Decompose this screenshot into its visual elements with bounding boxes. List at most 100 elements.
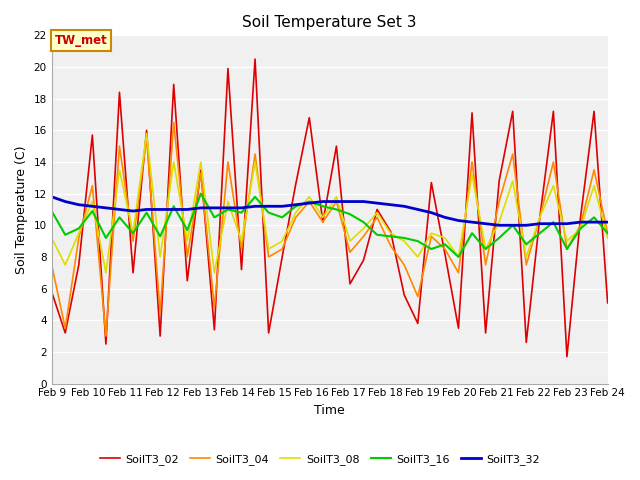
SoilT3_02: [197, 167, 205, 173]
SoilT3_02: [360, 257, 367, 263]
SoilT3_08: [536, 215, 543, 220]
X-axis label: Time: Time: [314, 404, 345, 417]
SoilT3_08: [522, 254, 530, 260]
SoilT3_08: [482, 246, 490, 252]
SoilT3_04: [536, 215, 543, 220]
SoilT3_08: [61, 262, 69, 268]
SoilT3_02: [550, 108, 557, 114]
SoilT3_08: [577, 226, 584, 231]
SoilT3_02: [387, 229, 394, 235]
SoilT3_04: [495, 199, 503, 204]
SoilT3_08: [428, 230, 435, 236]
SoilT3_32: [116, 206, 124, 212]
SoilT3_08: [319, 215, 326, 220]
SoilT3_16: [414, 238, 422, 244]
SoilT3_02: [88, 132, 96, 138]
SoilT3_02: [346, 281, 354, 287]
SoilT3_02: [319, 219, 326, 225]
SoilT3_04: [102, 333, 109, 339]
SoilT3_04: [156, 310, 164, 315]
SoilT3_04: [387, 243, 394, 249]
SoilT3_04: [401, 262, 408, 268]
SoilT3_08: [333, 194, 340, 200]
SoilT3_32: [536, 221, 543, 227]
SoilT3_16: [563, 246, 571, 252]
SoilT3_08: [604, 235, 611, 241]
SoilT3_16: [61, 232, 69, 238]
SoilT3_08: [116, 167, 124, 173]
SoilT3_16: [387, 233, 394, 239]
SoilT3_32: [414, 206, 422, 212]
SoilT3_04: [590, 167, 598, 173]
SoilT3_08: [414, 254, 422, 260]
SoilT3_32: [509, 222, 516, 228]
SoilT3_16: [346, 211, 354, 217]
SoilT3_08: [454, 254, 462, 260]
SoilT3_08: [305, 194, 313, 200]
SoilT3_32: [305, 200, 313, 206]
SoilT3_16: [577, 226, 584, 231]
SoilT3_32: [373, 200, 381, 206]
SoilT3_08: [224, 199, 232, 204]
SoilT3_32: [129, 208, 137, 214]
SoilT3_16: [550, 219, 557, 225]
SoilT3_02: [401, 292, 408, 298]
SoilT3_04: [604, 230, 611, 236]
SoilT3_16: [102, 235, 109, 241]
SoilT3_08: [346, 238, 354, 244]
SoilT3_08: [278, 238, 286, 244]
SoilT3_04: [75, 235, 83, 241]
Text: TW_met: TW_met: [54, 34, 108, 47]
SoilT3_08: [401, 238, 408, 244]
SoilT3_02: [428, 180, 435, 185]
SoilT3_16: [333, 206, 340, 212]
SoilT3_04: [237, 246, 245, 252]
SoilT3_02: [590, 108, 598, 114]
SoilT3_08: [550, 183, 557, 189]
SoilT3_16: [495, 235, 503, 241]
SoilT3_08: [495, 219, 503, 225]
SoilT3_32: [224, 205, 232, 211]
SoilT3_02: [536, 215, 543, 220]
SoilT3_16: [211, 215, 218, 220]
SoilT3_32: [495, 222, 503, 228]
Line: SoilT3_32: SoilT3_32: [52, 197, 607, 225]
SoilT3_32: [346, 199, 354, 204]
SoilT3_08: [590, 183, 598, 189]
SoilT3_08: [170, 159, 177, 165]
SoilT3_04: [482, 262, 490, 268]
SoilT3_32: [522, 222, 530, 228]
SoilT3_02: [224, 66, 232, 72]
SoilT3_16: [129, 230, 137, 236]
SoilT3_16: [156, 233, 164, 239]
SoilT3_32: [454, 217, 462, 223]
SoilT3_04: [170, 120, 177, 125]
SoilT3_32: [550, 221, 557, 227]
SoilT3_16: [116, 215, 124, 220]
SoilT3_04: [319, 219, 326, 225]
SoilT3_02: [482, 330, 490, 336]
Legend: SoilT3_02, SoilT3_04, SoilT3_08, SoilT3_16, SoilT3_32: SoilT3_02, SoilT3_04, SoilT3_08, SoilT3_…: [95, 450, 545, 469]
SoilT3_32: [75, 202, 83, 207]
SoilT3_32: [88, 204, 96, 209]
SoilT3_32: [482, 221, 490, 227]
SoilT3_08: [237, 238, 245, 244]
SoilT3_02: [454, 325, 462, 331]
SoilT3_04: [211, 305, 218, 311]
Line: SoilT3_04: SoilT3_04: [52, 122, 607, 336]
SoilT3_02: [373, 206, 381, 212]
SoilT3_08: [509, 178, 516, 184]
SoilT3_04: [468, 159, 476, 165]
SoilT3_08: [563, 238, 571, 244]
SoilT3_04: [197, 170, 205, 176]
SoilT3_04: [563, 246, 571, 252]
SoilT3_16: [482, 246, 490, 252]
SoilT3_08: [468, 172, 476, 178]
SoilT3_04: [143, 135, 150, 141]
SoilT3_08: [373, 210, 381, 216]
SoilT3_08: [252, 159, 259, 165]
SoilT3_08: [48, 235, 56, 241]
SoilT3_02: [237, 267, 245, 273]
SoilT3_16: [590, 215, 598, 220]
SoilT3_16: [522, 241, 530, 247]
